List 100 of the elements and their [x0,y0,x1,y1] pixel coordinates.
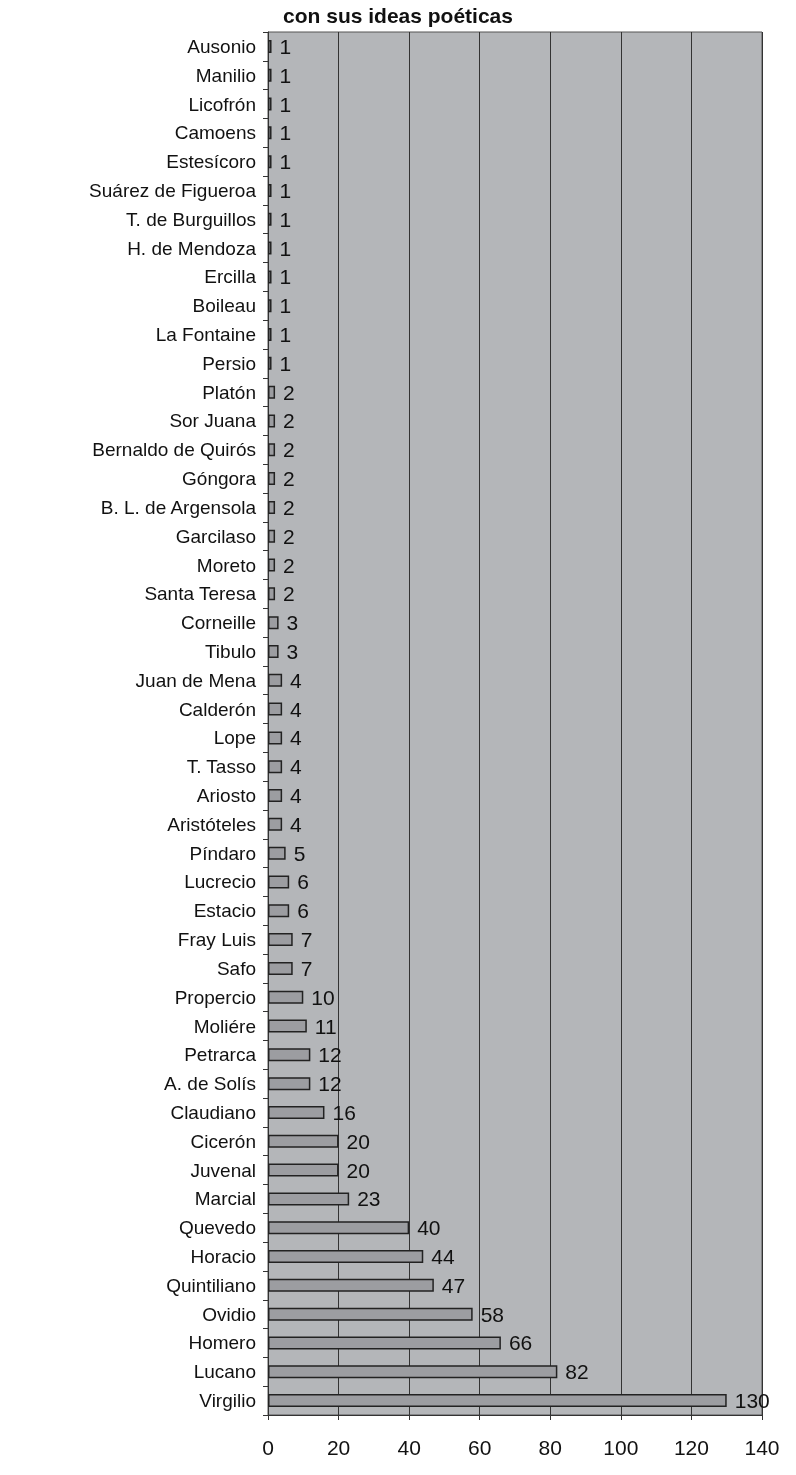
x-tick-label: 20 [326,1436,351,1459]
y-tick-label: Horacio [190,1246,256,1268]
bar [268,212,272,226]
bar [268,270,272,284]
x-tick-label: 40 [397,1436,421,1459]
data-label: 1 [279,294,292,318]
x-tick-label: 140 [744,1436,780,1459]
data-label: 5 [293,841,306,865]
bar [268,529,276,543]
y-tick-label: Calderón [178,698,256,720]
data-label: 1 [279,178,292,202]
y-tick-label: Lope [213,727,256,749]
y-tick-label: A. de Solís [164,1073,256,1095]
y-tick-label: Suárez de Figueroa [89,179,257,201]
bar [268,183,272,197]
data-label: 3 [286,611,299,635]
data-label: 1 [279,323,292,347]
x-tick-label: 120 [673,1436,709,1459]
bar [268,673,283,687]
data-label: 4 [290,784,303,808]
y-tick-label: Homero [188,1332,256,1354]
data-label: 4 [290,812,303,836]
bar [268,904,290,918]
bar [268,558,276,572]
y-tick-label: T. Tasso [186,756,256,778]
data-label: 7 [300,956,313,980]
data-label: 82 [565,1360,589,1384]
data-label: 6 [297,870,309,894]
bar [268,933,293,947]
bar [268,155,272,169]
data-label: 7 [300,928,313,952]
bar [268,241,272,255]
y-tick-label: Persio [202,352,256,374]
data-label: 2 [283,553,295,577]
bar [268,760,283,774]
bar [268,328,272,342]
data-label: 10 [311,985,335,1009]
y-tick-label: Estacio [193,900,256,922]
y-tick-label: Garcilaso [175,525,256,547]
bar [268,1278,434,1292]
data-label: 4 [290,726,303,750]
bar [268,500,276,514]
data-label: 1 [279,236,292,260]
y-tick-label: Licofrón [188,93,256,115]
y-tick-label: Góngora [182,468,257,490]
data-label: 58 [480,1302,505,1326]
bar [268,789,283,803]
bar [268,961,293,975]
bar [268,97,272,111]
data-label: 11 [314,1014,337,1038]
y-tick-label: Virgilio [199,1390,256,1412]
bar [268,846,286,860]
data-label: 1 [279,34,292,58]
bar [268,587,276,601]
y-tick-label: Manilio [195,64,256,86]
y-tick-label: H. de Mendoza [127,237,257,259]
data-label: 1 [279,351,292,375]
data-label: 1 [279,207,292,231]
y-tick-label: Camoens [174,122,256,144]
bar [268,1192,350,1206]
bar [268,1221,410,1235]
bar [268,1394,727,1408]
bar [268,385,276,399]
bar [268,68,272,82]
y-tick-label: Juan de Mena [135,669,257,691]
data-label: 2 [283,438,295,462]
y-tick-label: Boileau [192,295,256,317]
y-tick-label: Ercilla [204,266,257,288]
bar [268,1307,473,1321]
data-label: 44 [431,1245,455,1269]
y-tick-label: Estesícoro [166,151,256,173]
bar [268,1105,325,1119]
bar [268,356,272,370]
bar [268,990,304,1004]
y-tick-label: Safo [216,957,256,979]
bar [268,1336,501,1350]
bar [268,702,283,716]
bar [268,1077,311,1091]
data-label: 23 [357,1187,381,1211]
y-tick-label: Quevedo [178,1217,256,1239]
y-tick-label: Corneille [181,612,256,634]
bar [268,1163,339,1177]
y-tick-label: Lucano [193,1361,256,1383]
data-label: 1 [279,150,292,174]
x-tick-label: 100 [603,1436,639,1459]
x-tick-label: 0 [262,1436,274,1459]
y-tick-label: T. de Burguillos [126,208,256,230]
bar [268,472,276,486]
y-tick-label: Moreto [196,554,256,576]
data-label: 2 [283,409,295,433]
y-tick-label: Moliére [193,1015,256,1037]
bar [268,616,279,630]
bar [268,1250,424,1264]
data-label: 20 [346,1129,370,1153]
y-tick-label: Ariosto [196,785,256,807]
data-label: 2 [283,380,295,404]
y-tick-label: Petrarca [184,1044,257,1066]
bar [268,644,279,658]
y-tick-label: Bernaldo de Quirós [92,439,256,461]
y-tick-label: Propercio [174,986,256,1008]
